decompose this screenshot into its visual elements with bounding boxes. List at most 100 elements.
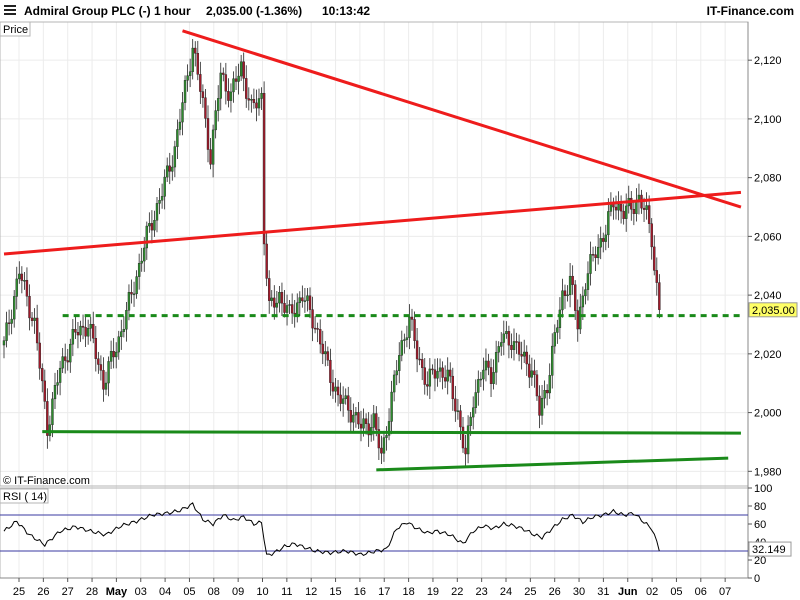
candle-body	[301, 297, 304, 302]
candle-body	[329, 359, 332, 383]
candle-body	[561, 290, 564, 311]
candle-body	[112, 351, 115, 358]
candle-body	[558, 309, 562, 328]
candle-body	[556, 327, 559, 333]
clock-label: 10:13:42	[322, 4, 371, 18]
time-tick-label: 22	[451, 586, 463, 598]
candle-body	[171, 166, 174, 172]
candle-body	[155, 203, 159, 221]
price-panel-label: Price	[3, 24, 28, 36]
candle-body	[520, 354, 523, 357]
candle-body	[122, 329, 126, 332]
price-tick-label: 2,040	[754, 290, 782, 302]
candle-body	[69, 343, 72, 363]
candle-body	[336, 386, 340, 396]
candle-body	[510, 344, 513, 350]
candle-body	[53, 385, 57, 400]
candle-body	[653, 246, 656, 271]
candle-body	[604, 234, 607, 242]
time-tick-label: 08	[208, 586, 220, 598]
candle-body	[581, 295, 585, 308]
candle-body	[324, 351, 327, 355]
candle-body	[28, 296, 31, 319]
candle-body	[173, 146, 177, 168]
candle-body	[35, 317, 39, 344]
candle-body	[400, 340, 403, 356]
time-tick-label: 17	[378, 586, 390, 598]
candle-body	[382, 437, 386, 454]
candle-body	[278, 292, 281, 304]
candle-body	[94, 338, 98, 359]
rsi-tick-label: 100	[754, 483, 772, 495]
candle-body	[431, 368, 434, 371]
rsi-series	[0, 502, 748, 557]
candle-body	[76, 332, 80, 336]
candle-body	[512, 341, 516, 350]
candle-body	[260, 93, 263, 99]
price-tick-label: 2,060	[754, 231, 782, 243]
timeframe-label[interactable]: 1 hour	[154, 4, 191, 18]
candle-body	[548, 375, 551, 394]
menu-icon[interactable]	[4, 5, 16, 15]
time-tick-label: 06	[695, 586, 707, 598]
candle-body	[487, 360, 490, 368]
candle-body	[74, 329, 77, 333]
price-tick-label: 2,120	[754, 55, 782, 67]
candle-body	[568, 275, 572, 296]
candle-body	[201, 91, 205, 98]
candle-body	[602, 238, 605, 242]
candle-body	[288, 304, 291, 306]
candle-body	[454, 398, 457, 412]
candle-body	[566, 294, 569, 297]
candle-body	[517, 341, 521, 355]
candle-body	[222, 72, 225, 75]
candle-body	[339, 394, 342, 404]
candle-body	[319, 329, 322, 345]
candle-body	[523, 351, 526, 357]
candle-body	[449, 369, 452, 377]
candle-body	[525, 351, 528, 365]
candle-body	[186, 75, 189, 81]
last-price-label: 2,035.00	[752, 305, 795, 317]
time-tick-label: Jun	[618, 586, 638, 598]
price-tick-label: 2,020	[754, 349, 782, 361]
candle-body	[313, 327, 317, 330]
candle-body	[168, 165, 171, 172]
time-tick-label: May	[106, 586, 128, 598]
candle-body	[574, 284, 577, 311]
candle-body	[25, 280, 29, 297]
candle-body	[364, 418, 368, 424]
brand-label: IT-Finance.com	[706, 4, 794, 18]
trendline-resistance-lower	[3, 190, 742, 256]
candle-body	[344, 395, 347, 400]
candle-body	[398, 355, 401, 371]
candle-body	[30, 317, 34, 321]
price-tick-label: 2,100	[754, 114, 782, 126]
candle-body	[494, 352, 498, 373]
candle-body	[410, 316, 414, 320]
candle-body	[377, 429, 381, 449]
candle-body	[472, 407, 475, 418]
candle-body	[125, 310, 128, 330]
time-tick-label: 25	[13, 586, 25, 598]
candle-body	[191, 47, 194, 72]
time-axis: 25 26 27 28 May 03 04 05 08 09 10 11 12 15 16 17 18 19 22 2…	[13, 578, 731, 598]
candle-body	[586, 273, 590, 290]
candle-body	[352, 414, 355, 423]
candle-body	[545, 390, 549, 394]
price-tick-label: 1,980	[754, 466, 782, 478]
candle-body	[10, 318, 13, 324]
candle-body	[642, 207, 646, 210]
candle-body	[594, 254, 597, 259]
rsi-label-box	[0, 488, 49, 504]
rsi-line	[3, 502, 660, 557]
rsi-panel-label: RSI ( 14)	[3, 491, 47, 503]
candle-body	[165, 165, 169, 178]
candle-body	[51, 398, 54, 425]
candle-body	[268, 278, 271, 301]
candle-body	[553, 332, 556, 347]
candle-body	[482, 369, 485, 380]
candle-body	[474, 392, 477, 408]
candle-body	[466, 425, 470, 455]
